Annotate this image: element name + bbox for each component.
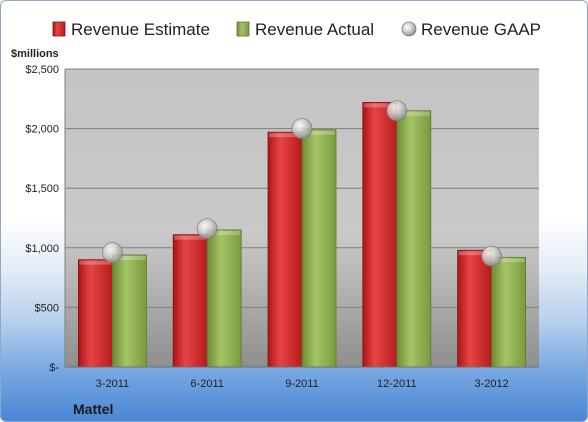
x-tick-label: 3-2011 xyxy=(96,378,129,390)
marker-revenue-gaap xyxy=(102,242,123,263)
marker-revenue-gaap xyxy=(291,118,313,139)
bar-revenue-estimate xyxy=(78,259,113,368)
y-tick-label: $2,000 xyxy=(25,124,59,136)
bar-series xyxy=(78,101,527,368)
gaap-markers xyxy=(102,100,503,267)
bar-highlight xyxy=(208,230,241,235)
y-tick-label: $1,000 xyxy=(25,243,59,255)
bar-revenue-actual xyxy=(491,256,527,368)
bar-highlight xyxy=(397,111,430,116)
bar-highlight xyxy=(269,133,301,138)
legend-swatch-revenue-estimate xyxy=(52,21,66,37)
x-tick-label: 9-2011 xyxy=(285,378,318,390)
bar-highlight xyxy=(492,258,525,263)
y-tick-label: $- xyxy=(49,362,59,374)
legend-label: Revenue Estimate xyxy=(71,20,210,39)
bar-highlight xyxy=(363,103,396,108)
legend: Revenue Estimate Revenue Actual Revenue GA… xyxy=(52,20,541,39)
y-tick-label: $2,500 xyxy=(25,64,59,76)
legend-swatch-revenue-actual xyxy=(236,21,250,37)
bar-highlight xyxy=(174,235,207,240)
y-axis: $- $500 $1,000 $1,500 $2,000 $2,500 xyxy=(25,64,66,374)
y-tick-label: $500 xyxy=(35,302,59,314)
bar-revenue-actual xyxy=(396,110,432,368)
legend-label: Revenue GAAP xyxy=(421,20,541,39)
bar-highlight xyxy=(79,260,112,265)
x-tick-label: 3-2012 xyxy=(474,378,508,390)
bar-revenue-estimate xyxy=(457,249,493,368)
company-label: Mattel xyxy=(73,401,113,417)
bar-revenue-estimate xyxy=(172,234,208,368)
x-axis: 3-2011 6-2011 9-2011 12-2011 3-2012 xyxy=(65,366,539,390)
bar-revenue-estimate xyxy=(267,131,303,368)
bar-revenue-actual xyxy=(206,229,242,368)
x-tick-label: 12-2011 xyxy=(377,378,417,390)
y-axis-unit-label: $millions xyxy=(11,48,59,60)
marker-revenue-gaap xyxy=(386,100,408,122)
marker-revenue-gaap xyxy=(196,218,218,240)
bar-highlight xyxy=(458,251,491,256)
marker-revenue-gaap xyxy=(481,245,503,267)
bar-revenue-estimate xyxy=(362,101,398,368)
bar-revenue-actual xyxy=(112,254,147,368)
legend-swatch-revenue-gaap xyxy=(401,21,417,37)
legend-label: Revenue Actual xyxy=(255,20,374,39)
bar-revenue-actual xyxy=(301,129,337,368)
x-tick-label: 6-2011 xyxy=(190,378,223,390)
y-tick-label: $1,500 xyxy=(25,183,59,195)
bar-highlight xyxy=(113,255,146,260)
bar-highlight xyxy=(303,130,335,135)
